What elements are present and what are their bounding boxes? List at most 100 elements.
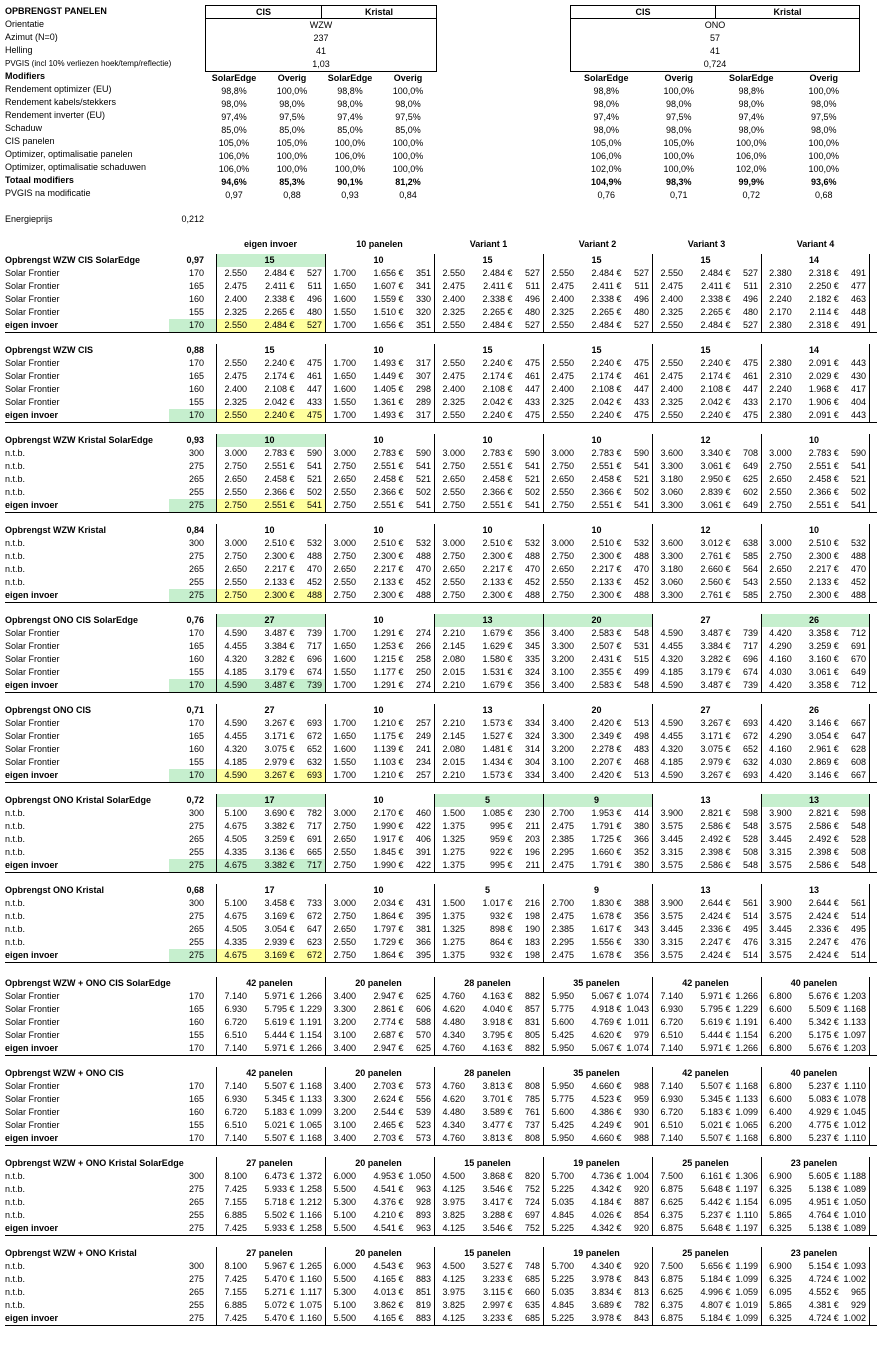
value-euro: 417 xyxy=(850,384,866,394)
watt-value[interactable]: 170 xyxy=(169,409,216,422)
panel-count: 19 panelen xyxy=(543,1247,652,1260)
helling-value: 41 xyxy=(709,46,720,56)
value-kwh: 5.470 xyxy=(264,1274,287,1284)
value-euro: 502 xyxy=(524,487,540,497)
euro-sign: € xyxy=(725,654,731,664)
data-row: n.t.b. 300 8.100 5.967 €1.265 6.000 4.543 €963 4… xyxy=(5,1260,877,1273)
watt-value: 265 xyxy=(188,1197,204,1207)
euro-sign: € xyxy=(507,538,513,548)
value-kwh: 1.797 xyxy=(373,924,396,934)
watt-value: 300 xyxy=(188,808,204,818)
yield-cell[interactable]: 2.750 2.551 €541 xyxy=(216,499,325,512)
value-wp: 6.625 xyxy=(660,1197,683,1207)
value-wp: 7.140 xyxy=(224,1043,247,1053)
value-euro: 1.099 xyxy=(735,1313,758,1323)
value-wp: 2.650 xyxy=(333,474,356,484)
modifier-value: 98,0% xyxy=(593,99,620,109)
yield-cell[interactable]: 4.675 3.382 €717 xyxy=(216,859,325,872)
value-wp: 1.325 xyxy=(442,834,465,844)
value-euro: 317 xyxy=(415,358,431,368)
euro-sign: € xyxy=(725,294,731,304)
value-euro: 632 xyxy=(306,757,322,767)
value-euro: 475 xyxy=(633,358,649,368)
value-kwh: 5.795 xyxy=(264,1004,287,1014)
euro-sign: € xyxy=(725,680,731,690)
euro-sign: € xyxy=(833,358,839,368)
watt-value: 255 xyxy=(188,487,204,497)
yield-cell: 4.455 3.171 €672 xyxy=(652,730,761,743)
watt-value[interactable]: 170 xyxy=(169,319,216,332)
value-euro: 712 xyxy=(850,680,866,690)
value-euro: 527 xyxy=(633,268,649,278)
value-wp: 2.475 xyxy=(551,371,574,381)
value-euro: 1.188 xyxy=(843,1171,866,1181)
watt-value[interactable]: 170 xyxy=(169,679,216,692)
yield-cell: 5.950 4.660 €988 xyxy=(543,1132,652,1145)
panel-count: 15 xyxy=(652,254,761,267)
watt-value[interactable]: 275 xyxy=(169,499,216,512)
value-euro: 548 xyxy=(850,821,866,831)
watt-value[interactable]: 275 xyxy=(169,949,216,962)
euro-sign: € xyxy=(833,1261,839,1271)
energieprijs-value[interactable]: 0,212 xyxy=(181,214,204,224)
yield-cell: 3.400 2.703 €573 xyxy=(325,1132,434,1145)
watt-value[interactable]: 170 xyxy=(169,769,216,782)
value-kwh: 1.725 xyxy=(591,834,614,844)
yield-cell: 4.455 3.384 €717 xyxy=(216,640,325,653)
watt-value[interactable]: 275 xyxy=(169,859,216,872)
value-euro: 304 xyxy=(524,757,540,767)
row-label: n.t.b. xyxy=(5,834,26,844)
yield-cell: 7.155 5.271 €1.117 xyxy=(216,1286,325,1299)
euro-sign: € xyxy=(398,577,404,587)
value-wp: 2.385 xyxy=(551,834,574,844)
yield-cell: 6.510 5.444 €1.154 xyxy=(216,1029,325,1042)
yield-cell: 6.800 5.676 €1.203 xyxy=(761,990,870,1003)
watt-value[interactable]: 275 xyxy=(169,589,216,602)
value-wp: 6.875 xyxy=(660,1184,683,1194)
yield-cell: 2.400 2.108 €447 xyxy=(652,383,761,396)
modifier-value-row: 97,4% 97,5% 97,4% 97,5% xyxy=(205,111,437,124)
value-kwh: 2.507 xyxy=(591,641,614,651)
euro-sign: € xyxy=(398,680,404,690)
yield-cell[interactable]: 4.675 3.169 €672 xyxy=(216,949,325,962)
watt-value: 165 xyxy=(188,281,204,291)
value-wp: 1.375 xyxy=(442,821,465,831)
modifier-value: 100,0% xyxy=(392,164,424,174)
yield-cell[interactable]: 4.590 3.267 €693 xyxy=(216,769,325,782)
value-kwh: 1.215 xyxy=(373,654,396,664)
section-factor xyxy=(169,1247,216,1260)
euro-sign: € xyxy=(725,1043,731,1053)
azimut-value: 57 xyxy=(709,33,720,43)
yield-cell[interactable]: 2.550 2.484 €527 xyxy=(216,319,325,332)
euro-sign: € xyxy=(398,474,404,484)
watt-value: 255 xyxy=(188,577,204,587)
value-kwh: 1.906 xyxy=(808,397,832,407)
value-wp: 6.095 xyxy=(769,1197,792,1207)
watt-value: 170 xyxy=(188,1043,204,1053)
value-kwh: 3.701 xyxy=(482,1094,505,1104)
data-row: n.t.b. 265 2.650 2.217 €470 2.650 2.217 €470 2.6… xyxy=(5,563,877,576)
yield-cell: 2.750 2.300 €488 xyxy=(761,589,870,602)
value-kwh: 5.656 xyxy=(700,1261,723,1271)
value-euro: 527 xyxy=(742,320,758,330)
euro-sign: € xyxy=(289,474,295,484)
value-euro: 963 xyxy=(415,1261,431,1271)
value-kwh: 2.761 xyxy=(700,590,723,600)
yield-cell[interactable]: 2.750 2.300 €488 xyxy=(216,589,325,602)
yield-cell[interactable]: 2.550 2.240 €475 xyxy=(216,409,325,422)
euro-sign: € xyxy=(507,731,513,741)
euro-sign: € xyxy=(507,991,513,1001)
panel-count: 27 xyxy=(652,704,761,717)
yield-cell: 6.200 4.775 €1.012 xyxy=(761,1119,870,1132)
variant-column-header: eigen invoer xyxy=(243,239,297,249)
eigen-invoer-row: eigen invoer 275 2.750 2.300 €488 2.750 2.300 €… xyxy=(5,589,877,602)
data-row: n.t.b. 255 6.885 5.072 €1.075 5.100 3.862 €819 3… xyxy=(5,1299,877,1312)
row-label: n.t.b. xyxy=(5,538,26,548)
yield-cell[interactable]: 4.590 3.487 €739 xyxy=(216,679,325,692)
value-wp: 2.550 xyxy=(660,268,683,278)
value-wp: 2.550 xyxy=(551,268,574,278)
value-euro: 635 xyxy=(524,1300,540,1310)
value-wp: 2.475 xyxy=(660,371,683,381)
yield-cell: 2.650 2.458 €521 xyxy=(761,473,870,486)
euro-sign: € xyxy=(289,268,295,278)
